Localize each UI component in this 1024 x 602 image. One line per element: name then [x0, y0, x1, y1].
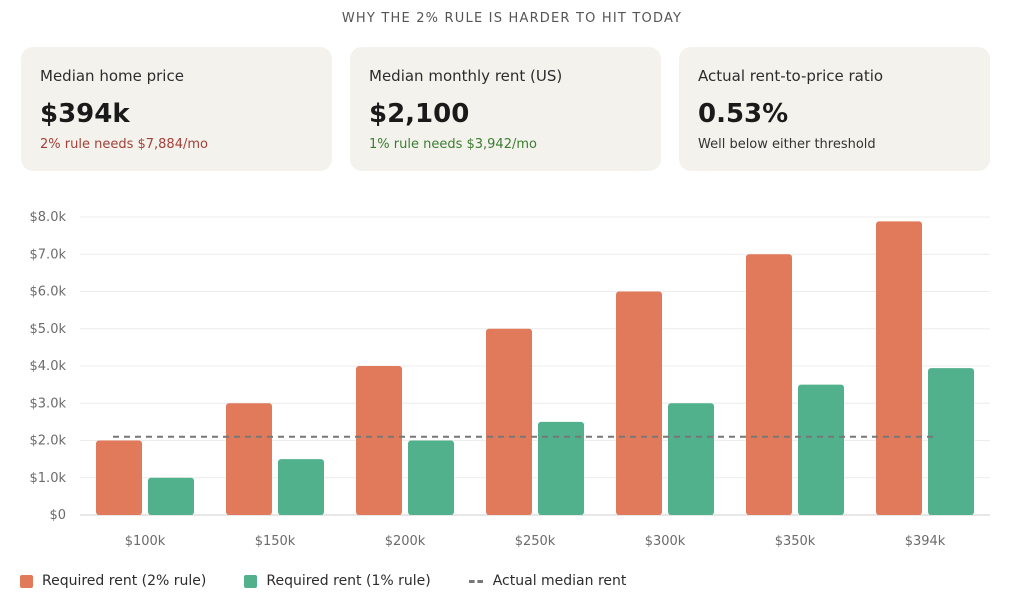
legend-item-1pct: Required rent (1% rule) — [244, 573, 431, 589]
card-value: $394k — [40, 99, 130, 129]
x-tick-label: $300k — [645, 534, 686, 549]
legend-label: Required rent (2% rule) — [42, 573, 207, 589]
y-tick-label: $4.0k — [30, 359, 67, 374]
card-value: 0.53% — [698, 99, 789, 129]
card-median-home-price: Median home price $394k 2% rule needs $7… — [21, 47, 332, 171]
bar-2pct-rule — [876, 221, 922, 516]
legend-item-2pct: Required rent (2% rule) — [20, 573, 206, 589]
x-tick-label: $200k — [385, 534, 426, 549]
legend-label: Actual median rent — [492, 573, 627, 589]
card-label: Median monthly rent (US) — [369, 67, 563, 85]
y-tick-label: $3.0k — [30, 396, 67, 411]
bar-1pct-rule — [408, 440, 454, 515]
legend: Required rent (2% rule) Required rent (1… — [20, 573, 664, 589]
bar-2pct-rule — [746, 254, 792, 515]
legend-label: Required rent (1% rule) — [266, 573, 431, 589]
x-tick-label: $150k — [255, 534, 296, 549]
legend-swatch-1pct — [244, 574, 258, 588]
y-tick-label: $6.0k — [30, 285, 67, 300]
card-note: Well below either threshold — [698, 137, 876, 152]
legend-swatch-2pct — [20, 574, 33, 588]
x-axis: $100k $150k $200k $250k $300k $350k $394k — [125, 534, 946, 549]
bar-1pct-rule — [538, 421, 584, 515]
card-rent-to-price-ratio: Actual rent-to-price ratio 0.53% Well be… — [679, 47, 990, 171]
card-note: 2% rule needs $7,884/mo — [40, 137, 208, 152]
bar-2pct-rule — [486, 328, 532, 515]
chart-title: WHY THE 2% RULE IS HARDER TO HIT TODAY — [341, 11, 683, 26]
bars — [96, 221, 974, 516]
x-tick-label: $250k — [515, 534, 556, 549]
bar-1pct-rule — [148, 477, 194, 515]
card-median-monthly-rent: Median monthly rent (US) $2,100 1% rule … — [350, 47, 661, 171]
bar-1pct-rule — [668, 403, 714, 515]
bar-2pct-rule — [226, 403, 272, 515]
legend-dash-median — [468, 579, 483, 583]
x-tick-label: $100k — [125, 534, 166, 549]
y-tick-label: $7.0k — [30, 247, 67, 262]
bar-1pct-rule — [928, 368, 974, 515]
card-note: 1% rule needs $3,942/mo — [369, 137, 537, 152]
bar-2pct-rule — [96, 440, 142, 515]
y-tick-label: $5.0k — [30, 322, 67, 337]
y-axis: $0 $1.0k $2.0k $3.0k $4.0k $5.0k $6.0k $7.0k $8.… — [30, 210, 67, 523]
bar-2pct-rule — [616, 291, 662, 515]
bar-1pct-rule — [278, 459, 324, 515]
gridlines — [80, 216, 990, 516]
bar-1pct-rule — [798, 384, 844, 515]
bar-2pct-rule — [356, 366, 402, 515]
legend-item-median: Actual median rent — [468, 573, 627, 589]
x-tick-label: $394k — [905, 534, 946, 549]
card-label: Median home price — [40, 67, 184, 85]
card-label: Actual rent-to-price ratio — [698, 67, 884, 85]
x-tick-label: $350k — [775, 534, 816, 549]
y-tick-label: $8.0k — [30, 210, 67, 225]
y-tick-label: $0 — [49, 508, 66, 523]
card-value: $2,100 — [369, 99, 470, 129]
bar-chart: $0 $1.0k $2.0k $3.0k $4.0k $5.0k $6.0k $7.0k $8.… — [30, 210, 990, 549]
y-tick-label: $1.0k — [30, 471, 67, 486]
y-tick-label: $2.0k — [30, 434, 67, 449]
